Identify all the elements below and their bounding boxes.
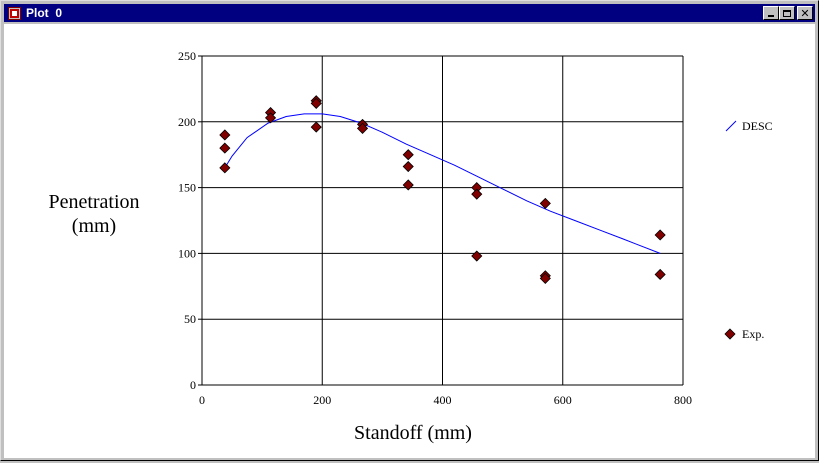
exp-data-point (219, 162, 231, 174)
legend: DESC Exp. (724, 119, 773, 341)
plot-app-icon[interactable] (8, 6, 21, 20)
x-tick-label: 600 (554, 393, 572, 407)
series (219, 95, 666, 284)
y-axis-label-line-2: (mm) (72, 215, 116, 237)
chart: 0 200 400 600 800 0 50 100 150 200 250 Standoff (m… (48, 49, 773, 444)
y-axis-label-line-1: Penetration (48, 191, 139, 213)
legend-desc-label: DESC (742, 119, 773, 133)
exp-data-point (654, 229, 666, 241)
exp-data-point (310, 97, 322, 109)
x-tick-label: 200 (313, 393, 331, 407)
y-tick-label: 250 (178, 49, 196, 63)
x-tick-label: 0 (199, 393, 205, 407)
exp-data-point (539, 272, 551, 284)
x-tick-label: 400 (434, 393, 452, 407)
y-tick-label: 150 (178, 181, 196, 195)
grid (198, 55, 684, 386)
x-axis-label: Standoff (mm) (354, 422, 472, 444)
exp-data-point (402, 179, 414, 191)
exp-data-point (264, 112, 277, 124)
exp-data-point (356, 122, 369, 134)
exp-data-point (471, 250, 483, 262)
tick-labels: 0 200 400 600 800 0 50 100 150 200 250 (178, 49, 692, 407)
title-bar[interactable]: Plot 0 ✕ (4, 4, 815, 22)
exp-data-point (219, 142, 231, 154)
window-title: Plot 0 (26, 6, 63, 20)
window-controls: ✕ (763, 6, 813, 20)
exp-data-point (471, 188, 483, 200)
close-icon: ✕ (800, 6, 810, 20)
legend-exp-swatch (724, 328, 736, 340)
exp-data-point (402, 149, 414, 161)
y-tick-label: 100 (178, 246, 196, 260)
x-tick-label: 800 (674, 393, 692, 407)
plot-area: 0 200 400 600 800 0 50 100 150 200 250 Standoff (m… (4, 24, 815, 458)
desc-series-line (224, 113, 661, 254)
minimize-icon (768, 15, 774, 17)
exp-data-point (654, 268, 666, 281)
exp-data-point (402, 160, 414, 173)
y-tick-label: 200 (178, 115, 196, 129)
minimize-button[interactable] (763, 6, 779, 20)
y-tick-label: 0 (190, 378, 196, 392)
legend-desc-swatch (725, 120, 737, 132)
exp-data-point (310, 121, 322, 133)
exp-data-point (539, 197, 551, 209)
y-tick-label: 50 (184, 312, 196, 326)
close-button[interactable]: ✕ (797, 6, 813, 20)
exp-data-point (219, 129, 231, 141)
maximize-icon (783, 9, 791, 17)
maximize-button[interactable] (779, 6, 795, 20)
legend-exp-label: Exp. (742, 327, 764, 341)
